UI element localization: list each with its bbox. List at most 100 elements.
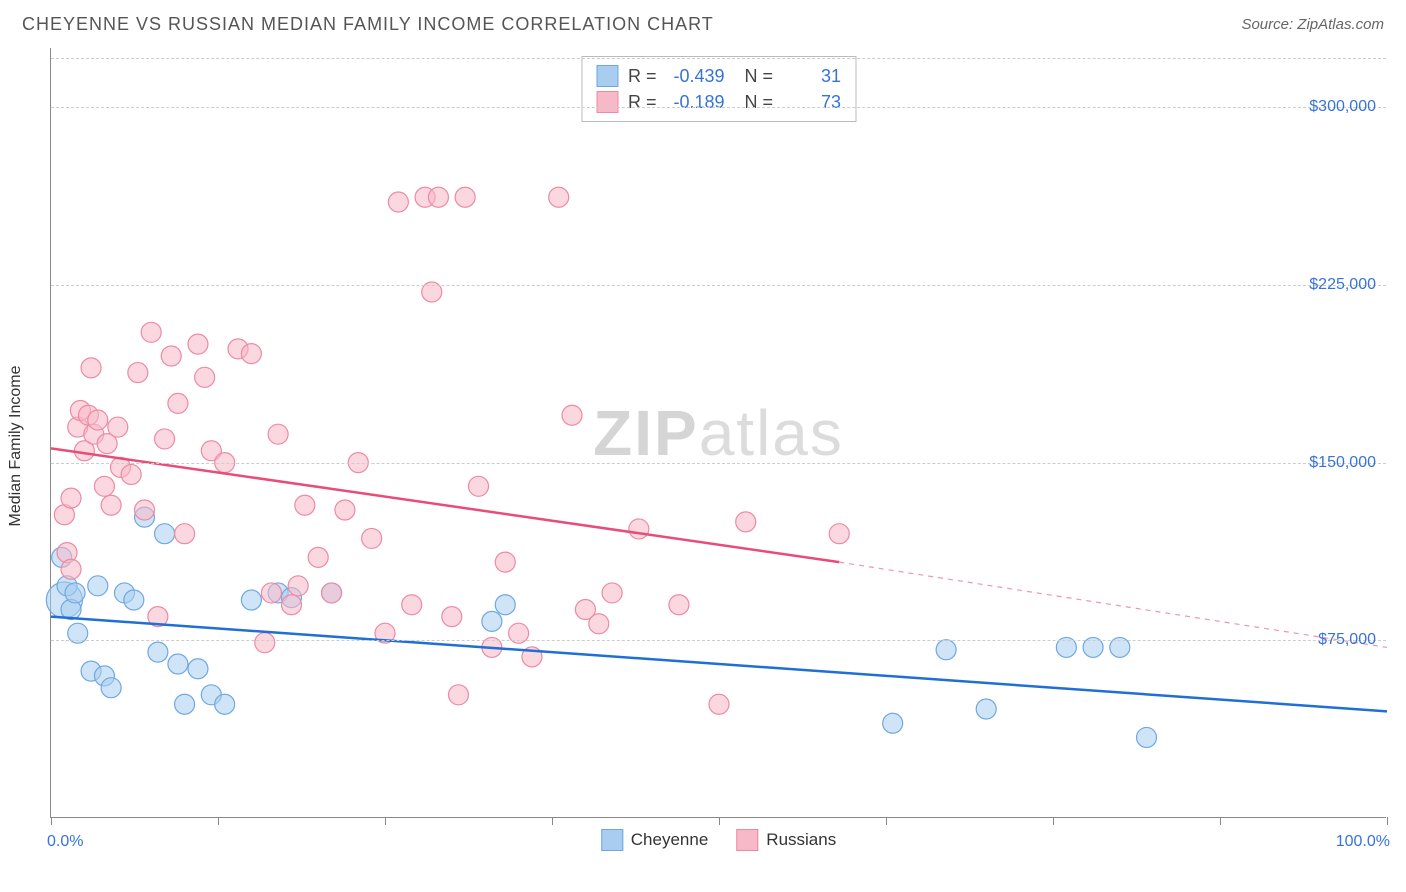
swatch-cheyenne-icon [601, 829, 623, 851]
data-point [883, 713, 903, 733]
data-point [148, 642, 168, 662]
x-tick [218, 817, 219, 825]
data-point [121, 464, 141, 484]
data-point [261, 583, 281, 603]
legend-label-russians: Russians [766, 830, 836, 850]
data-point [188, 659, 208, 679]
gridline [51, 107, 1386, 108]
plot-area: ZIPatlas R = -0.439 N = 31 R = -0.189 N … [50, 48, 1386, 818]
data-point [155, 429, 175, 449]
y-tick-label: $225,000 [1309, 276, 1376, 294]
legend-label-cheyenne: Cheyenne [631, 830, 709, 850]
data-point [124, 590, 144, 610]
chart-title: CHEYENNE VS RUSSIAN MEDIAN FAMILY INCOME… [22, 14, 714, 35]
x-tick [552, 817, 553, 825]
data-point [335, 500, 355, 520]
data-point [175, 694, 195, 714]
n-value-cheyenne: 31 [783, 63, 841, 89]
series-legend: Cheyenne Russians [601, 829, 836, 851]
chart-svg [51, 48, 1386, 817]
data-point [629, 519, 649, 539]
x-tick [886, 817, 887, 825]
x-tick [1053, 817, 1054, 825]
legend-row-cheyenne: R = -0.439 N = 31 [596, 63, 841, 89]
data-point [482, 611, 502, 631]
data-point [195, 367, 215, 387]
data-point [669, 595, 689, 615]
data-point [141, 322, 161, 342]
data-point [168, 654, 188, 674]
data-point [448, 685, 468, 705]
data-point [94, 476, 114, 496]
x-tick [1220, 817, 1221, 825]
swatch-russians [596, 91, 618, 113]
data-point [308, 547, 328, 567]
data-point [709, 694, 729, 714]
data-point [135, 500, 155, 520]
data-point [295, 495, 315, 515]
data-point [268, 424, 288, 444]
data-point [168, 393, 188, 413]
data-point [88, 410, 108, 430]
data-point [255, 633, 275, 653]
y-axis-title: Median Family Income [7, 366, 25, 527]
data-point [362, 528, 382, 548]
data-point [61, 488, 81, 508]
data-point [428, 187, 448, 207]
data-point [175, 524, 195, 544]
data-point [241, 590, 261, 610]
trend-line [51, 448, 839, 562]
data-point [589, 614, 609, 634]
n-value-russians: 73 [783, 89, 841, 115]
y-tick-label: $75,000 [1318, 631, 1376, 649]
correlation-legend: R = -0.439 N = 31 R = -0.189 N = 73 [581, 56, 856, 122]
gridline [51, 58, 1386, 59]
data-point [288, 576, 308, 596]
data-point [241, 344, 261, 364]
data-point [736, 512, 756, 532]
swatch-cheyenne [596, 65, 618, 87]
data-point [101, 495, 121, 515]
gridline [51, 463, 1386, 464]
y-tick-label: $150,000 [1309, 454, 1376, 472]
r-value-russians: -0.189 [667, 89, 725, 115]
data-point [469, 476, 489, 496]
data-point [455, 187, 475, 207]
y-tick-label: $300,000 [1309, 98, 1376, 116]
data-point [495, 595, 515, 615]
source-attribution: Source: ZipAtlas.com [1241, 16, 1384, 33]
data-point [65, 583, 85, 603]
trend-line-dashed [839, 562, 1387, 647]
data-point [402, 595, 422, 615]
x-tick [1387, 817, 1388, 825]
gridline [51, 285, 1386, 286]
data-point [442, 607, 462, 627]
legend-item-cheyenne: Cheyenne [601, 829, 709, 851]
data-point [101, 678, 121, 698]
data-point [81, 358, 101, 378]
r-value-cheyenne: -0.439 [667, 63, 725, 89]
data-point [1137, 727, 1157, 747]
data-point [128, 363, 148, 383]
x-tick [719, 817, 720, 825]
data-point [88, 576, 108, 596]
gridline [51, 640, 1386, 641]
data-point [602, 583, 622, 603]
data-point [322, 583, 342, 603]
data-point [155, 524, 175, 544]
swatch-russians-icon [736, 829, 758, 851]
data-point [388, 192, 408, 212]
data-point [188, 334, 208, 354]
x-tick [385, 817, 386, 825]
data-point [549, 187, 569, 207]
x-tick [51, 817, 52, 825]
data-point [61, 559, 81, 579]
data-point [281, 595, 301, 615]
data-point [562, 405, 582, 425]
data-point [976, 699, 996, 719]
x-axis-min-label: 0.0% [47, 833, 83, 851]
data-point [108, 417, 128, 437]
data-point [495, 552, 515, 572]
legend-item-russians: Russians [736, 829, 836, 851]
data-point [215, 694, 235, 714]
